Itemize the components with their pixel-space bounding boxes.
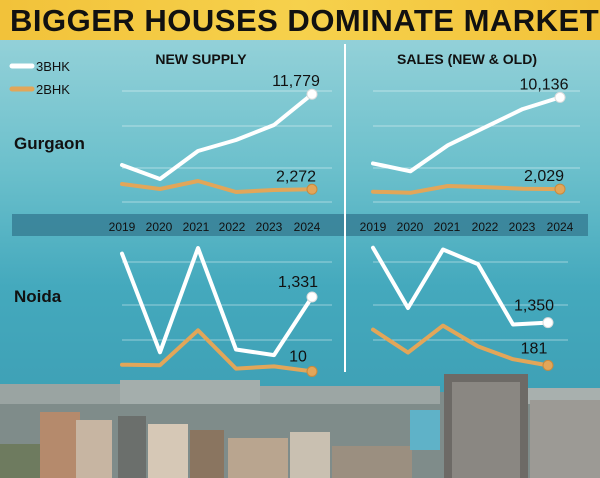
series-line-3bhk (120, 92, 314, 181)
divider-band (12, 214, 588, 236)
chart-panel-gurgaon-supply: 11,779 2,272 (120, 73, 332, 203)
chart-panel-noida-supply: 1,331 10 (120, 246, 332, 377)
chart-panel-gurgaon-sales: 10,136 2,029 (371, 76, 580, 203)
end-point-3bhk (306, 88, 318, 100)
x-axis-gurgaon-sales: 2019 2020 2021 2022 2023 2024 (360, 220, 574, 234)
city-label-gurgaon: Gurgaon (14, 134, 85, 153)
x-tick-label: 2023 (509, 220, 536, 234)
end-point-2bhk (554, 183, 566, 195)
x-tick-label: 2019 (360, 220, 387, 234)
x-tick-label: 2021 (434, 220, 461, 234)
end-point-2bhk (542, 359, 554, 371)
series-line-3bhk (371, 95, 562, 174)
data-label-2bhk: 2,272 (276, 168, 316, 185)
skyline-photo (0, 374, 600, 478)
chart-panel-noida-sales: 1,350 181 (371, 245, 568, 371)
data-label-3bhk: 1,331 (278, 274, 318, 291)
series-line-3bhk (120, 246, 314, 358)
series-line-3bhk (371, 245, 550, 327)
title-bar: BIGGER HOUSES DOMINATE MARKET (0, 0, 600, 40)
legend: 3BHK 2BHK (9, 59, 70, 97)
chart-panels: 11,779 2,272 10,136 2,029 1,331 10 1,350 181 (120, 73, 580, 377)
data-label-2bhk: 181 (521, 340, 548, 357)
x-tick-label: 2022 (219, 220, 246, 234)
x-tick-label: 2024 (294, 220, 321, 234)
end-point-2bhk (306, 183, 318, 195)
city-label-noida: Noida (14, 287, 62, 306)
x-axis-gurgaon-supply: 2019 2020 2021 2022 2023 2024 (109, 220, 321, 234)
series-line-2bhk (371, 184, 562, 195)
legend-label-3bhk: 3BHK (36, 59, 70, 74)
end-point-3bhk (542, 317, 554, 329)
x-tick-label: 2020 (146, 220, 173, 234)
chart-title: BIGGER HOUSES DOMINATE MARKET (10, 3, 600, 38)
series-line-2bhk (120, 328, 314, 374)
series-line-2bhk (120, 179, 314, 194)
x-tick-label: 2019 (109, 220, 136, 234)
end-point-2bhk (306, 365, 318, 377)
end-point-3bhk (306, 291, 318, 303)
legend-label-2bhk: 2BHK (36, 82, 70, 97)
series-line-2bhk (371, 323, 550, 368)
panel-title-sales: SALES (NEW & OLD) (397, 51, 537, 67)
end-point-3bhk (554, 91, 566, 103)
data-label-2bhk: 2,029 (524, 168, 564, 185)
data-label-2bhk: 10 (289, 348, 307, 365)
data-label-3bhk: 1,350 (514, 298, 554, 315)
x-tick-label: 2024 (547, 220, 574, 234)
panel-title-new-supply: NEW SUPPLY (155, 51, 247, 67)
data-label-3bhk: 10,136 (520, 76, 569, 93)
x-tick-label: 2021 (183, 220, 210, 234)
x-tick-label: 2023 (256, 220, 283, 234)
x-tick-label: 2022 (472, 220, 499, 234)
x-tick-label: 2020 (397, 220, 424, 234)
data-label-3bhk: 11,779 (272, 73, 320, 90)
